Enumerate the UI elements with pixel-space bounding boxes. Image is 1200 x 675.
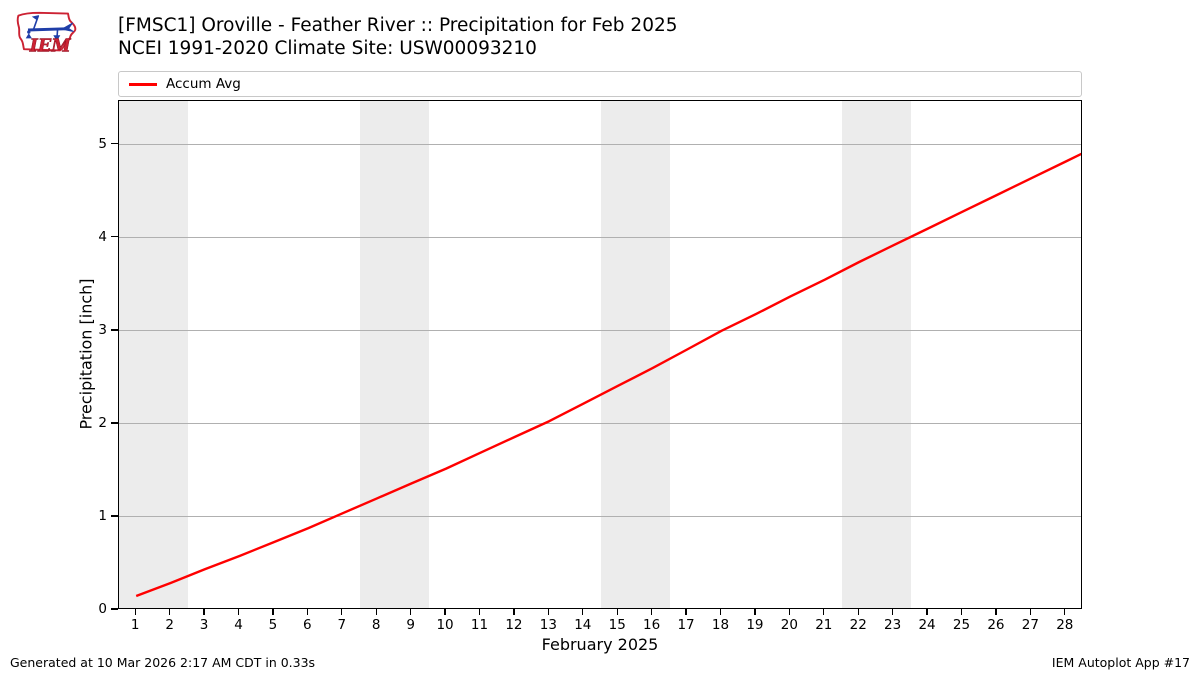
x-tick-mark <box>1029 609 1032 615</box>
x-tick-mark <box>272 609 274 615</box>
x-tick-label: 5 <box>268 617 278 633</box>
x-tick-label: 1 <box>130 617 140 633</box>
y-tick-label: 0 <box>98 600 107 617</box>
x-tick-label: 9 <box>406 617 415 633</box>
x-tick-mark <box>237 609 240 615</box>
x-tick-mark <box>582 609 584 615</box>
y-gridline <box>119 423 1081 425</box>
y-tick-label: 2 <box>98 414 107 431</box>
x-tick-label: 27 <box>1021 617 1039 633</box>
x-tick-label: 3 <box>199 617 209 633</box>
x-tick-label: 28 <box>1056 617 1074 633</box>
weekend-shading-band <box>842 101 911 608</box>
generated-timestamp: Generated at 10 Mar 2026 2:17 AM CDT in … <box>10 655 316 670</box>
x-tick-mark <box>650 609 653 615</box>
y-axis-label: Precipitation [inch] <box>76 278 96 430</box>
x-tick-mark <box>754 609 756 615</box>
x-tick-mark <box>857 609 859 615</box>
accum-avg-series-line <box>135 152 1081 598</box>
x-tick-label: 21 <box>815 617 833 633</box>
y-gridline <box>119 237 1081 239</box>
x-tick-mark <box>168 609 171 615</box>
legend-line-swatch <box>129 82 157 86</box>
y-gridline <box>119 330 1081 332</box>
x-axis-label: February 2025 <box>541 635 659 654</box>
x-tick-mark <box>1064 609 1066 615</box>
x-tick-label: 2 <box>165 617 174 633</box>
x-tick-label: 18 <box>711 617 730 633</box>
legend-item-label: Accum Avg <box>166 76 241 92</box>
chart-title: [FMSC1] Oroville - Feather River :: Prec… <box>118 15 678 36</box>
y-tick-label: 4 <box>98 228 107 245</box>
x-tick-mark <box>478 609 481 615</box>
x-tick-label: 23 <box>884 617 902 633</box>
y-gridline <box>119 516 1081 518</box>
y-tick-mark <box>111 329 118 331</box>
y-tick-label: 5 <box>98 135 107 152</box>
y-tick-mark <box>111 422 118 424</box>
x-tick-label: 4 <box>234 617 243 633</box>
x-tick-label: 19 <box>746 617 764 633</box>
x-tick-mark <box>960 609 963 615</box>
chart-title-block: [FMSC1] Oroville - Feather River :: Prec… <box>118 14 678 60</box>
x-tick-mark <box>444 609 446 615</box>
y-tick-mark <box>111 608 118 610</box>
x-tick-mark <box>995 609 997 615</box>
x-tick-mark <box>719 609 722 615</box>
app-credit: IEM Autoplot App #17 <box>1051 655 1190 670</box>
x-tick-mark <box>306 609 309 615</box>
y-tick-mark <box>111 515 118 517</box>
x-tick-mark <box>375 609 377 615</box>
x-tick-label: 16 <box>643 617 661 633</box>
x-tick-label: 14 <box>574 617 592 633</box>
plot-canvas <box>119 101 1081 608</box>
plot-area <box>118 100 1082 609</box>
accum-avg-line-chart <box>135 152 1081 598</box>
x-tick-mark <box>823 609 825 615</box>
x-tick-label: 12 <box>505 617 523 633</box>
weekend-shading-band <box>360 101 429 608</box>
x-tick-label: 17 <box>677 617 695 633</box>
y-tick-label: 1 <box>98 507 107 524</box>
x-tick-mark <box>685 609 687 615</box>
x-tick-mark <box>547 609 550 615</box>
x-tick-label: 26 <box>987 617 1005 633</box>
y-tick-mark <box>111 236 118 238</box>
x-tick-label: 22 <box>849 617 867 633</box>
x-tick-label: 20 <box>780 617 798 633</box>
x-tick-label: 11 <box>470 617 489 633</box>
x-tick-label: 13 <box>539 617 557 633</box>
x-tick-label: 6 <box>303 617 312 633</box>
x-tick-mark <box>134 609 136 615</box>
weekend-shading-band <box>601 101 670 608</box>
x-tick-label: 25 <box>952 617 971 633</box>
chart-subtitle: NCEI 1991-2020 Climate Site: USW00093210 <box>118 38 537 59</box>
x-tick-label: 15 <box>608 617 626 633</box>
y-gridline <box>119 144 1081 146</box>
x-tick-label: 8 <box>371 617 381 633</box>
x-tick-mark <box>926 609 928 615</box>
x-tick-mark <box>616 609 618 615</box>
weathervane-icon <box>25 15 74 42</box>
y-tick-mark <box>111 143 118 145</box>
iowa-state-outline-icon <box>16 11 77 52</box>
x-tick-mark <box>341 609 343 615</box>
x-tick-mark <box>513 609 515 615</box>
legend: Accum Avg <box>118 71 1082 97</box>
iem-logo: IEM <box>16 11 77 57</box>
x-tick-mark <box>203 609 205 615</box>
x-tick-mark <box>788 609 791 615</box>
x-tick-label: 10 <box>436 617 454 633</box>
x-tick-label: 7 <box>337 617 347 633</box>
x-tick-label: 24 <box>918 617 936 633</box>
y-tick-label: 3 <box>98 321 107 338</box>
x-tick-mark <box>409 609 412 615</box>
weekend-shading-band <box>119 101 188 608</box>
iem-logo-text: IEM <box>29 36 72 57</box>
x-tick-mark <box>891 609 894 615</box>
